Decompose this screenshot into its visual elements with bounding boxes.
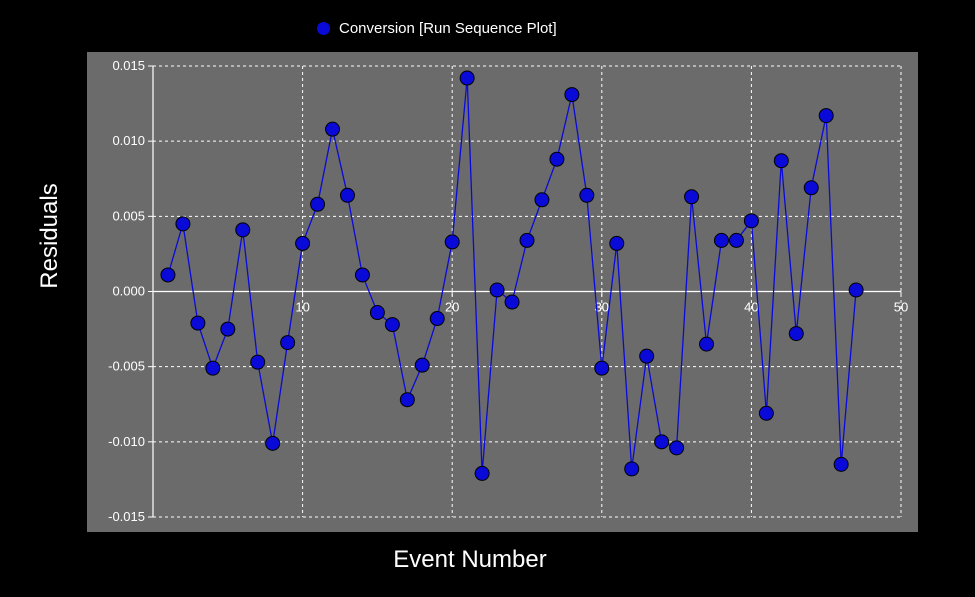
data-point [564, 87, 580, 103]
data-point [235, 222, 251, 238]
data-point [609, 235, 625, 251]
x-tick-label: 20 [445, 300, 459, 315]
data-point [549, 151, 565, 167]
data-point [848, 282, 864, 298]
data-point [713, 232, 729, 248]
data-point [519, 232, 535, 248]
data-point [339, 187, 355, 203]
data-point [175, 216, 191, 232]
legend-label: Conversion [Run Sequence Plot] [339, 19, 557, 37]
data-point [190, 315, 206, 331]
data-point [504, 294, 520, 310]
data-point [429, 311, 445, 327]
data-point [684, 189, 700, 205]
grid [153, 65, 902, 518]
data-point [534, 192, 550, 208]
y-tick-label: 0.000 [112, 284, 145, 299]
data-point [654, 434, 670, 450]
data-point [250, 354, 266, 370]
x-tick-label: 10 [295, 300, 309, 315]
x-axis-label: Event Number [393, 546, 547, 573]
data-point [369, 305, 385, 321]
series-conversion [160, 70, 864, 481]
data-point [489, 282, 505, 298]
data-point [220, 321, 236, 337]
data-point [310, 196, 326, 212]
x-tick-label: 40 [744, 300, 758, 315]
data-point [459, 70, 475, 86]
data-point [773, 153, 789, 169]
y-tick-label: 0.015 [112, 58, 145, 73]
data-point [280, 335, 296, 351]
data-point [444, 234, 460, 250]
data-point [758, 405, 774, 421]
data-point [205, 360, 221, 376]
data-point [669, 440, 685, 456]
y-tick-label: -0.010 [108, 434, 145, 449]
axes: 0.015 0.010 0.005 0.000 -0.005 -0.010 -0.015 10… [108, 58, 908, 524]
data-point [788, 326, 804, 342]
data-point [594, 360, 610, 376]
data-point [803, 180, 819, 196]
x-tick-label: 50 [894, 300, 908, 315]
data-point [743, 213, 759, 229]
data-point [639, 348, 655, 364]
data-point [579, 187, 595, 203]
data-point [818, 108, 834, 124]
data-point [833, 456, 849, 472]
data-point [414, 357, 430, 373]
data-point [624, 461, 640, 477]
data-point [474, 465, 490, 481]
data-point [699, 336, 715, 352]
data-point [354, 267, 370, 283]
y-tick-label: -0.015 [108, 509, 145, 524]
y-tick-label: 0.010 [112, 133, 145, 148]
data-point [325, 121, 341, 137]
data-point [384, 317, 400, 333]
y-tick-label: -0.005 [108, 359, 145, 374]
data-point [265, 435, 281, 451]
legend-marker [316, 20, 331, 36]
data-point [160, 267, 176, 283]
data-point [728, 232, 744, 248]
data-point [399, 392, 415, 408]
legend: Conversion [Run Sequence Plot] [316, 18, 557, 38]
y-axis-label: Residuals [36, 183, 63, 289]
x-tick-label: 30 [595, 300, 609, 315]
data-point [295, 235, 311, 251]
y-tick-label: 0.005 [112, 208, 145, 223]
